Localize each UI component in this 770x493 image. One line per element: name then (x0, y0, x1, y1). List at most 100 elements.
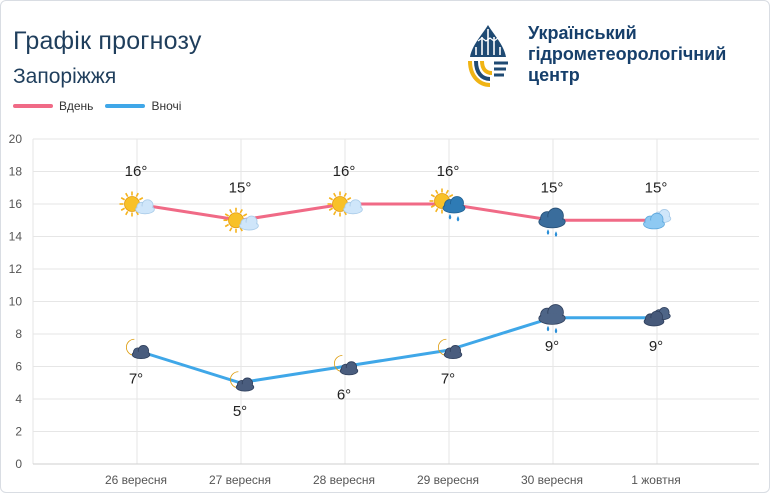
x-tick-label: 26 вересня (105, 473, 167, 487)
data-label: 9° (545, 338, 559, 355)
cloud-shape (239, 215, 259, 231)
sun-ray (242, 213, 248, 217)
cloud-shape (538, 304, 566, 325)
legend-item-day[interactable]: Вдень (13, 99, 93, 113)
cloud-fill (237, 383, 253, 391)
sun-cloud-icon (223, 207, 259, 233)
cloud-fill (540, 217, 564, 227)
series-line-day (135, 202, 656, 222)
cloud-fill (444, 204, 464, 212)
chart-legend: Вдень Вночі (13, 99, 193, 113)
sun-ray (346, 197, 352, 201)
logo-line-2: гідрометеорологічний (528, 44, 727, 64)
sun-ray (229, 227, 233, 232)
sun-ray (224, 213, 230, 217)
cloud-shape (343, 199, 363, 215)
cloud-shape (442, 196, 466, 214)
moon-cloud-icon (334, 355, 359, 376)
data-label: 16° (333, 163, 356, 180)
rain-drop (546, 325, 550, 332)
sun-ray (120, 197, 126, 201)
data-label: 15° (541, 179, 564, 196)
cloud-shape (643, 310, 665, 327)
cloud-fill (136, 206, 154, 213)
logo-line-3: центр (528, 65, 580, 85)
sun-ray (435, 207, 439, 213)
sun-ray (333, 192, 337, 198)
sun-ray (125, 210, 129, 216)
data-label: 16° (437, 163, 460, 180)
sun-cloud-icon (327, 191, 363, 217)
cloud-shape (443, 345, 463, 360)
page-title: Графік прогнозу (13, 27, 202, 55)
data-label: 16° (125, 163, 148, 180)
cloud-fill (240, 222, 258, 230)
cloudy-icon (643, 209, 672, 230)
cloud-shape (135, 199, 155, 215)
rain-drop (448, 214, 452, 220)
sun-ray (229, 209, 233, 214)
legend-label-day: Вдень (59, 99, 94, 113)
sun-ray (343, 192, 347, 198)
logo-text: Український гідрометеорологічний центр (528, 23, 726, 86)
y-tick-label: 0 (15, 457, 22, 471)
legend-swatch-night (105, 104, 146, 108)
sun-rain-cloud-icon (429, 188, 466, 222)
sun-ray (120, 207, 126, 211)
data-label: 7° (129, 370, 143, 387)
cloud-fill (133, 351, 149, 358)
y-tick-label: 2 (15, 425, 22, 439)
cloud-shape (131, 345, 151, 360)
ukrhydromet-logo: Український гідрометеорологічний центр (464, 23, 764, 93)
x-tick-label: 28 вересня (313, 473, 375, 487)
data-label: 15° (229, 179, 252, 196)
moon-cloud-icon (438, 338, 463, 360)
series-line-night (135, 316, 656, 385)
y-tick-label: 10 (9, 295, 23, 309)
sun-ray (448, 194, 454, 198)
sun-ray (239, 209, 243, 214)
sun-ray (224, 223, 230, 228)
data-label: 9° (649, 338, 663, 355)
y-tick-label: 16 (9, 197, 23, 211)
legend-item-night[interactable]: Вночі (105, 99, 181, 113)
y-tick-label: 14 (9, 230, 23, 244)
cloud-fill (445, 351, 461, 358)
cloud-fill (645, 317, 663, 326)
x-tick-label: 1 жовтня (631, 473, 680, 487)
logo-line-1: Український (528, 23, 637, 43)
moon-cloud-icon (126, 338, 151, 360)
sun-ray (430, 194, 436, 198)
sun-ray (328, 207, 334, 211)
y-tick-label: 8 (15, 327, 22, 341)
x-tick-label: 29 вересня (417, 473, 479, 487)
cloud-fill (540, 313, 564, 324)
rain-drop (546, 229, 550, 235)
y-tick-label: 6 (15, 360, 22, 374)
cloud-fill (341, 367, 357, 375)
sun-ray (138, 197, 144, 201)
sun-cloud-icon (119, 191, 155, 217)
night-rain-cloud-icon (538, 304, 566, 334)
y-tick-label: 18 (9, 165, 23, 179)
y-tick-label: 12 (9, 262, 23, 276)
cloud-shape (339, 361, 359, 376)
x-tick-label: 27 вересня (209, 473, 271, 487)
rain-drop (554, 327, 558, 334)
sun-ray (430, 204, 436, 208)
data-label: 7° (441, 370, 455, 387)
ukrhydromet-emblem-icon (468, 25, 508, 87)
rain-drop (554, 231, 558, 237)
cloud-fill (644, 220, 664, 228)
sun-ray (435, 189, 439, 195)
cloud-shape (235, 377, 255, 392)
city-name: Запоріжжя (13, 65, 117, 88)
night-cloud-icon (643, 306, 671, 327)
rain-drop (456, 216, 460, 222)
x-tick-label: 30 вересня (521, 473, 583, 487)
sun-ray (135, 192, 139, 198)
sun-ray (333, 210, 337, 216)
sun-ray (328, 197, 334, 201)
